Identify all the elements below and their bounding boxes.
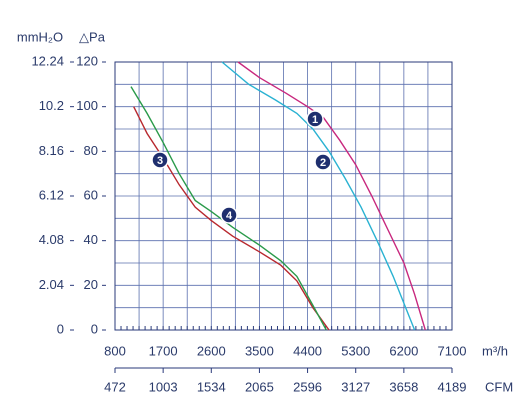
curve-badge: [306, 110, 324, 128]
x2-axis-title: CFM: [485, 379, 513, 394]
x2-tick-label: 472: [104, 379, 126, 394]
y2-tick-label: 8.16: [39, 143, 64, 158]
y2-tick-label: 4.08: [39, 232, 64, 247]
y2-tick-label: 6.12: [39, 187, 64, 202]
curve-badge: [220, 206, 238, 224]
x-tick-label: 1700: [149, 343, 178, 358]
x-tick-label: 3500: [245, 343, 274, 358]
x2-tick-label: 1003: [149, 379, 178, 394]
y2-tick-label: 2.04: [39, 277, 64, 292]
y-tick-label: 20: [84, 277, 98, 292]
y2-axis-title: mmH₂O: [17, 29, 63, 44]
x2-tick-label: 4189: [438, 379, 467, 394]
y2-tick-label: 0: [57, 321, 64, 336]
x2-tick-label: 3658: [389, 379, 418, 394]
x-tick-label: 5300: [341, 343, 370, 358]
x2-tick-label: 2596: [293, 379, 322, 394]
y-tick-label: 0: [91, 321, 98, 336]
curve-label: 3: [157, 155, 163, 167]
curve-badge: [314, 153, 332, 171]
y2-tick-label: 10.2: [39, 98, 64, 113]
y-tick-label: 120: [76, 53, 98, 68]
x-axis-title: m³/h: [482, 343, 508, 358]
curve-label: 4: [226, 210, 233, 222]
y-tick-label: 80: [84, 143, 98, 158]
x-tick-label: 2600: [197, 343, 226, 358]
y-axis-title: △Pa: [79, 29, 106, 44]
x2-tick-label: 1534: [197, 379, 226, 394]
y-tick-label: 100: [76, 98, 98, 113]
y-tick-label: 40: [84, 232, 98, 247]
x-tick-label: 800: [104, 343, 126, 358]
curve-badge: [151, 151, 169, 169]
curve-label: 2: [320, 157, 326, 169]
x-tick-label: 4400: [293, 343, 322, 358]
curve: [237, 61, 426, 331]
x-tick-label: 6200: [389, 343, 418, 358]
curve-label: 1: [312, 114, 318, 126]
x-tick-label: 7100: [438, 343, 467, 358]
y2-tick-label: 12.24: [31, 53, 64, 68]
x2-tick-label: 2065: [245, 379, 274, 394]
curve: [221, 61, 416, 331]
y-tick-label: 60: [84, 187, 98, 202]
x2-tick-label: 3127: [341, 379, 370, 394]
